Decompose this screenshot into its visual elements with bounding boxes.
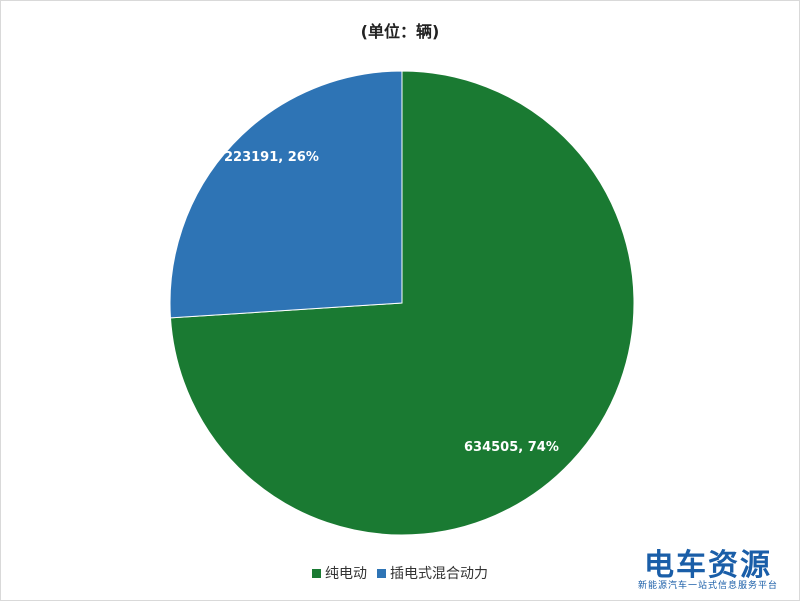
- watermark-name: 电车资源: [644, 548, 772, 583]
- legend-label-phev: 插电式混合动力: [390, 566, 488, 582]
- legend-label-bev: 纯电动: [325, 566, 367, 582]
- data-label-0: 634505, 74%: [464, 440, 559, 455]
- watermark-tagline: 新能源汽车一站式信息服务平台: [637, 581, 778, 591]
- legend-swatch-phev: [377, 568, 386, 578]
- legend-swatch-bev: [312, 568, 321, 578]
- legend-item-bev: 纯电动: [312, 563, 367, 583]
- data-label-1: 223191, 26%: [224, 150, 319, 165]
- pie-slice-1: [169, 70, 403, 319]
- chart-title: (单位：辆): [360, 22, 440, 41]
- legend-item-phev: 插电式混合动力: [377, 563, 488, 583]
- legend: 纯电动 插电式混合动力: [0, 563, 800, 583]
- watermark-logo: 电车资源 新能源汽车一站式信息服务平台: [628, 540, 788, 595]
